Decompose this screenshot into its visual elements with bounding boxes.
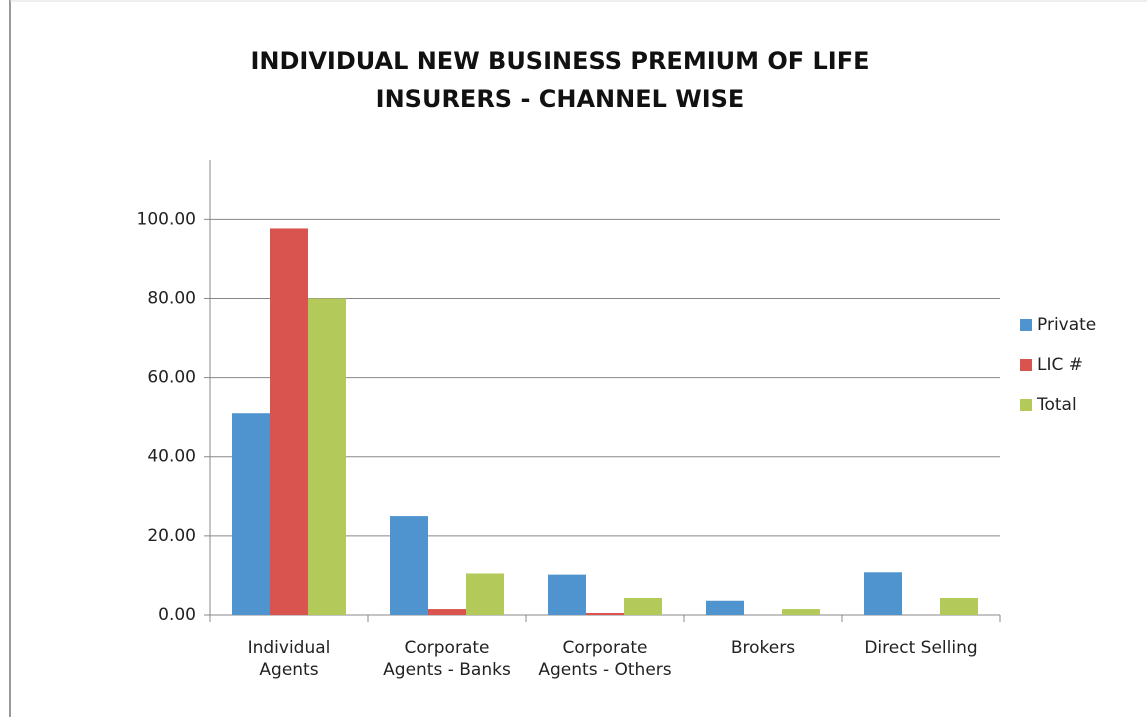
y-tick-label: 80.00 bbox=[147, 288, 196, 308]
bar bbox=[466, 573, 504, 615]
y-tick-label: 40.00 bbox=[147, 447, 196, 467]
x-tick-label: Brokers bbox=[730, 638, 796, 658]
legend-label: LIC # bbox=[1037, 355, 1083, 375]
x-label-box: Corporate Agents - Banks bbox=[383, 638, 511, 680]
bar bbox=[548, 574, 586, 615]
bar bbox=[270, 228, 308, 616]
bar bbox=[390, 516, 428, 615]
title-box: INDIVIDUAL NEW BUSINESS PREMIUM OF LIFE … bbox=[250, 47, 870, 113]
bar bbox=[428, 609, 466, 615]
bar bbox=[706, 600, 744, 615]
bar bbox=[624, 597, 662, 615]
chart-title: INDIVIDUAL NEW BUSINESS PREMIUM OF LIFE … bbox=[250, 47, 870, 113]
bar bbox=[232, 413, 270, 615]
y-tick-label: 0.00 bbox=[158, 605, 196, 625]
x-tick-label: Corporate Agents - Banks bbox=[383, 638, 511, 680]
legend-swatch bbox=[1020, 359, 1032, 371]
bar bbox=[308, 298, 346, 615]
legend-swatch bbox=[1020, 399, 1032, 411]
bar bbox=[864, 572, 902, 615]
x-label-box: Corporate Agents - Others bbox=[538, 638, 672, 680]
x-tick-label: Direct Selling bbox=[864, 638, 978, 658]
legend-label: Private bbox=[1037, 315, 1096, 335]
x-label-box: Individual Agents bbox=[247, 638, 331, 680]
y-tick-label: 100.00 bbox=[137, 209, 196, 229]
bar bbox=[940, 597, 978, 615]
x-label-box: Direct Selling bbox=[864, 638, 978, 658]
bar bbox=[586, 613, 624, 615]
x-tick-label: Individual Agents bbox=[247, 638, 331, 680]
legend-swatch bbox=[1020, 319, 1032, 331]
legend-label: Total bbox=[1036, 395, 1077, 415]
y-tick-label: 20.00 bbox=[147, 526, 196, 546]
y-tick-label: 60.00 bbox=[147, 368, 196, 388]
x-tick-label: Corporate Agents - Others bbox=[538, 638, 672, 680]
bar bbox=[782, 609, 820, 615]
x-label-box: Brokers bbox=[730, 638, 796, 658]
